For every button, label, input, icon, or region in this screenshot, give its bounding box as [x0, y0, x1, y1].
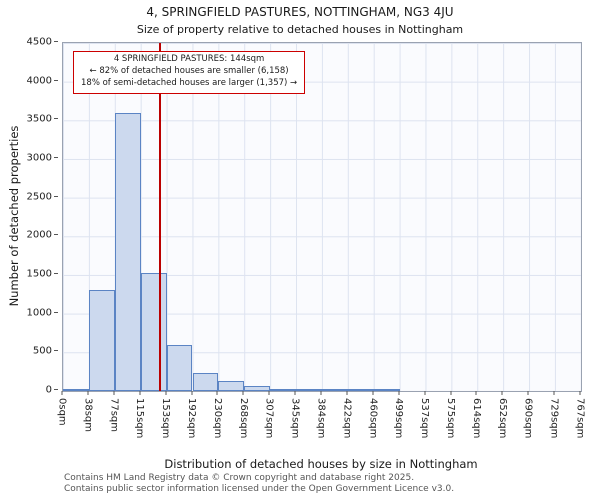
annotation-larger-share: 18% of semi-detached houses are larger (…: [81, 77, 298, 88]
x-tick-mark: [424, 391, 426, 395]
x-tick-mark: [553, 391, 555, 395]
x-tick-label: 38sqm: [82, 398, 94, 433]
x-tick-label: 153sqm: [160, 398, 172, 439]
x-tick-label: 729sqm: [548, 398, 560, 439]
x-tick-label: 345sqm: [289, 398, 301, 439]
histogram-bar: [166, 345, 193, 391]
x-tick-mark: [139, 391, 141, 395]
y-tick-mark: [54, 195, 58, 197]
histogram-bar: [270, 388, 297, 391]
x-tick-mark: [268, 391, 270, 395]
y-tick-label: 1500: [26, 268, 52, 280]
histogram-bar: [244, 385, 271, 391]
histogram-bar: [88, 290, 115, 391]
x-tick-mark: [87, 391, 89, 395]
x-tick-label: 690sqm: [522, 398, 534, 439]
y-axis-ticks: 0 500 1000 1500 2000 2500 3000 3500 4000 4500: [0, 37, 58, 396]
x-tick-mark: [165, 391, 167, 395]
footer-attribution-line1: Contains HM Land Registry data © Crown c…: [64, 473, 415, 483]
x-tick-mark: [294, 391, 296, 395]
y-tick-label: 4000: [26, 75, 52, 87]
histogram-bar: [114, 112, 141, 391]
y-tick-mark: [54, 41, 58, 42]
x-tick-label: 537sqm: [419, 398, 431, 439]
x-tick-label: 307sqm: [263, 398, 275, 439]
x-tick-label: 230sqm: [211, 398, 223, 439]
y-tick-mark: [54, 79, 58, 81]
x-tick-mark: [579, 391, 581, 395]
x-tick-label: 767sqm: [574, 398, 586, 439]
x-tick-label: 0sqm: [56, 398, 68, 426]
x-tick-label: 499sqm: [393, 398, 405, 439]
x-tick-mark: [398, 391, 400, 395]
x-tick-mark: [320, 391, 322, 395]
histogram-bar: [140, 272, 167, 391]
histogram-bar: [63, 389, 89, 391]
property-size-marker-line: [159, 43, 162, 391]
x-tick-mark: [450, 391, 451, 395]
y-tick-mark: [54, 157, 58, 158]
x-tick-label: 614sqm: [470, 398, 482, 439]
x-tick-label: 192sqm: [186, 398, 197, 439]
x-tick-label: 384sqm: [315, 398, 327, 439]
footer-attribution-line2: Contains public sector information licen…: [64, 484, 455, 494]
x-tick-label: 575sqm: [445, 398, 456, 439]
x-axis-ticks: 0sqm 38sqm 77sqm 115sqm 153sqm 192sqm 230sqm 26…: [57, 391, 586, 463]
y-tick-mark: [54, 311, 58, 313]
x-tick-label: 115sqm: [134, 398, 146, 439]
x-tick-mark: [113, 391, 115, 395]
x-tick-mark: [61, 391, 63, 395]
histogram-bar: [192, 373, 219, 391]
histogram-bar: [296, 389, 322, 391]
y-tick-mark: [54, 389, 58, 390]
y-tick-label: 2500: [26, 191, 52, 203]
y-tick-label: 500: [32, 345, 52, 357]
y-tick-label: 0: [45, 384, 52, 396]
x-tick-mark: [346, 391, 348, 395]
x-tick-mark: [372, 391, 374, 395]
x-axis-label: Distribution of detached houses by size …: [164, 457, 478, 471]
chart-subtitle: Size of property relative to detached ho…: [136, 23, 464, 36]
annotation-box: 4 SPRINGFIELD PASTURES: 144sqm ← 82% of …: [73, 51, 306, 94]
x-tick-mark: [216, 391, 218, 395]
x-tick-label: 422sqm: [341, 398, 353, 439]
x-tick-mark: [527, 391, 529, 395]
y-tick-label: 4500: [26, 36, 52, 48]
histogram-bar: [347, 389, 374, 391]
x-tick-mark: [242, 391, 244, 395]
y-tick-label: 3000: [26, 152, 52, 164]
histogram-bar: [218, 381, 245, 391]
annotation-property-size: 4 SPRINGFIELD PASTURES: 144sqm: [113, 54, 265, 64]
histogram-bar: [322, 389, 348, 391]
x-tick-label: 460sqm: [367, 398, 379, 439]
plot-area: 4 SPRINGFIELD PASTURES: 144sqm ← 82% of …: [62, 42, 582, 392]
x-tick-label: 77sqm: [108, 398, 120, 433]
x-tick-mark: [475, 391, 477, 395]
chart-title: 4, SPRINGFIELD PASTURES, NOTTINGHAM, NG3…: [146, 5, 454, 19]
y-tick-label: 1000: [26, 307, 52, 319]
y-tick-label: 3500: [26, 113, 52, 125]
x-tick-mark: [191, 391, 192, 395]
y-tick-mark: [54, 234, 58, 236]
histogram-bar: [373, 389, 400, 391]
y-tick-mark: [54, 118, 58, 120]
annotation-smaller-share: ← 82% of detached houses are smaller (6,…: [89, 65, 289, 76]
x-tick-label: 652sqm: [496, 398, 508, 439]
y-tick-mark: [54, 273, 58, 274]
x-tick-mark: [501, 391, 503, 395]
x-tick-label: 268sqm: [237, 398, 249, 439]
y-tick-mark: [54, 350, 58, 352]
y-tick-label: 2000: [26, 229, 52, 241]
